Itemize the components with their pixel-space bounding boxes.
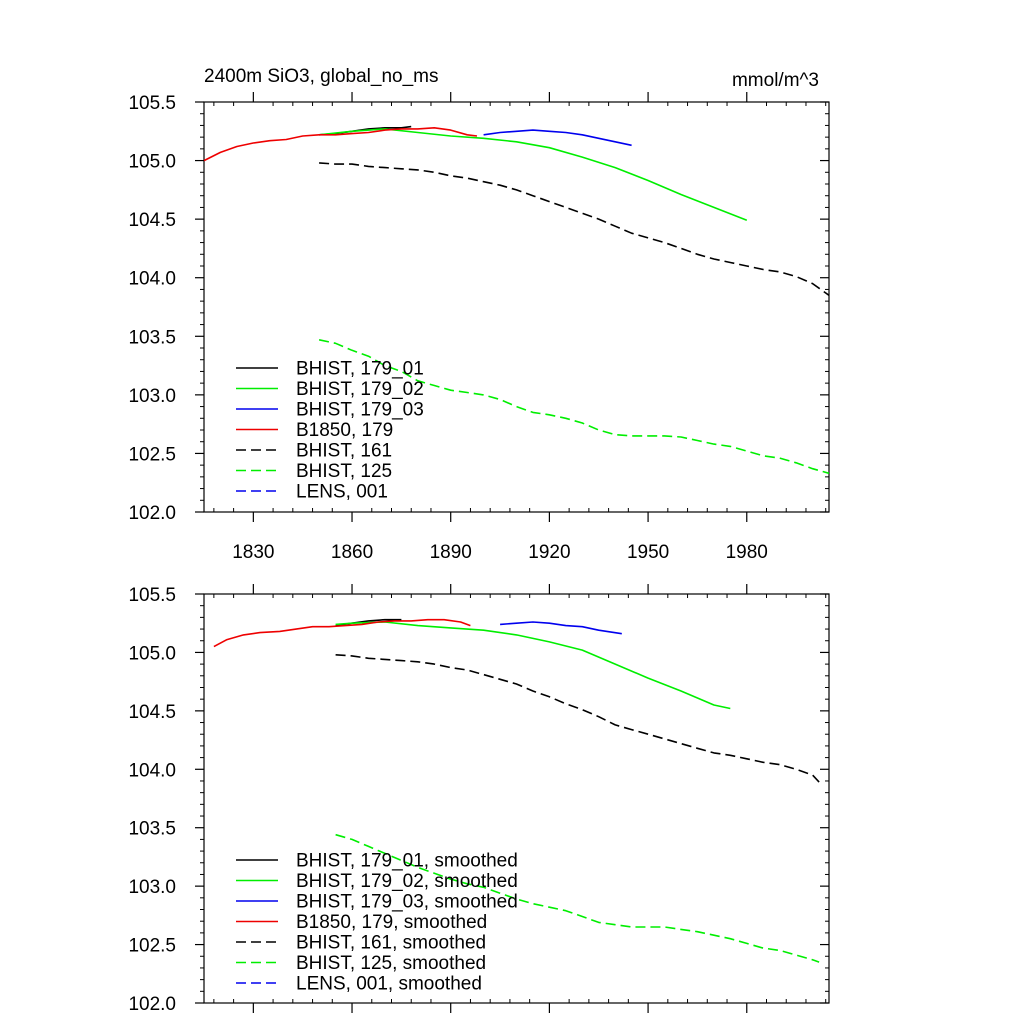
x-tick-label: 1920 (528, 542, 570, 563)
series-line (335, 654, 820, 783)
x-tick-label: 1980 (726, 542, 768, 563)
y-tick-label: 104.5 (128, 210, 176, 231)
x-tick-label: 1860 (331, 542, 373, 563)
top-panel: 1830 1860 1890 1920 1950 1980 102.0 102.5 103.0 1… (128, 92, 830, 563)
series-line (213, 618, 471, 648)
series-line (500, 621, 622, 635)
y-tick-label: 102.0 (128, 994, 176, 1015)
legend-label: LENS, 001, smoothed (296, 974, 482, 995)
legend-label: BHIST, 179_03, smoothed (296, 892, 518, 913)
legend-label: LENS, 001 (296, 482, 388, 503)
y-tick-label: 102.5 (128, 936, 176, 957)
figure-title: 2400m SiO3, global_no_ms (204, 66, 438, 87)
y-tick-label: 103.0 (128, 877, 176, 898)
series-line (483, 129, 632, 147)
y-tick-label: 105.0 (128, 643, 176, 664)
bottom-panel: 102.0 102.5 103.0 103.5 104.0 104.5 105.0 105.5… (128, 584, 830, 1015)
legend-label: BHIST, 179_01, smoothed (296, 851, 518, 872)
legend-label: BHIST, 161, smoothed (296, 933, 486, 954)
legend-label: BHIST, 179_02, smoothed (296, 871, 518, 892)
y-tick-label: 105.0 (128, 152, 176, 173)
series-line (318, 339, 830, 475)
x-tick-label: 1830 (232, 542, 274, 563)
y-tick-label: 103.5 (128, 327, 176, 348)
y-tick-label: 102.5 (128, 444, 176, 465)
series-line (335, 833, 820, 963)
units-label: mmol/m^3 (732, 70, 819, 91)
y-tick-label: 104.0 (128, 269, 176, 290)
legend-label: BHIST, 179_02 (296, 379, 424, 400)
legend-label: BHIST, 125 (296, 461, 392, 482)
y-tick-label: 103.0 (128, 386, 176, 407)
y-tick-label: 103.5 (128, 819, 176, 840)
y-tick-label: 104.5 (128, 702, 176, 723)
legend-label: B1850, 179, smoothed (296, 912, 487, 933)
series-line (203, 127, 478, 162)
legend-label: BHIST, 125, smoothed (296, 953, 486, 974)
legend-label: BHIST, 161 (296, 441, 392, 462)
legend-label: BHIST, 179_03 (296, 400, 424, 421)
x-tick-label: 1950 (627, 542, 669, 563)
plot-frame (203, 593, 830, 1004)
y-tick-label: 104.0 (128, 760, 176, 781)
series-line (335, 621, 731, 710)
x-tick-label: 1890 (430, 542, 472, 563)
legend-label: BHIST, 179_01 (296, 359, 424, 380)
y-tick-label: 105.5 (128, 93, 176, 114)
series-line (319, 128, 748, 222)
plot-frame (203, 101, 830, 513)
legend-label: B1850, 179 (296, 420, 393, 441)
y-tick-label: 105.5 (128, 585, 176, 606)
y-tick-label: 102.0 (128, 503, 176, 524)
series-line (319, 162, 830, 296)
